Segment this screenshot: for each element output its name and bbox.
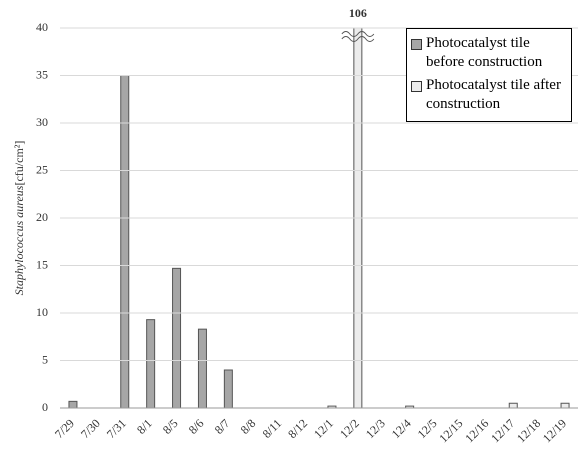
x-tick-label: 7/29 [52, 416, 77, 441]
bar [120, 75, 130, 409]
legend-item: Photocatalyst tile before construction [411, 34, 567, 72]
bar [68, 400, 78, 409]
y-tick-label: 30 [36, 115, 48, 129]
legend-label: Photocatalyst tile before construction [426, 35, 543, 70]
y-tick-label: 25 [36, 162, 48, 176]
x-tick-label: 12/5 [415, 416, 440, 441]
bar [172, 267, 182, 409]
x-tick-label: 12/4 [389, 416, 414, 441]
y-tick-label: 0 [42, 400, 48, 414]
x-tick-label: 8/11 [260, 416, 285, 441]
legend-swatch [411, 39, 422, 50]
y-tick-label: 15 [36, 257, 48, 271]
x-tick-label: 12/15 [436, 416, 465, 445]
legend-item: Photocatalyst tile after construction [411, 76, 567, 114]
bar [223, 369, 233, 409]
x-tick-label: 12/2 [337, 416, 362, 441]
y-tick-label: 35 [36, 67, 48, 81]
bar [353, 28, 363, 409]
x-tick-label: 7/31 [104, 416, 129, 441]
bar [197, 328, 207, 409]
bar [146, 319, 156, 409]
y-label-unit: [cfu/cm²] [12, 141, 26, 186]
x-tick-label: 8/7 [212, 416, 233, 437]
legend: Photocatalyst tile before construction Ph… [406, 28, 572, 122]
x-tick-label: 12/18 [514, 416, 543, 445]
x-tick-label: 8/6 [186, 416, 207, 437]
y-tick-label: 40 [36, 20, 48, 34]
x-tick-label: 12/17 [488, 416, 517, 445]
legend-label: Photocatalyst tile after construction [426, 77, 561, 112]
y-label-species: Staphylococcus aureus [12, 185, 26, 295]
value-label: 106 [349, 6, 367, 20]
x-tick-label: 8/5 [160, 416, 181, 437]
x-tick-label: 7/30 [78, 416, 103, 441]
x-tick-label: 12/16 [462, 416, 491, 445]
x-tick-label: 12/19 [540, 416, 569, 445]
y-tick-label: 10 [36, 305, 48, 319]
x-tick-label: 12/1 [311, 416, 336, 441]
x-tick-label: 8/12 [285, 416, 310, 441]
bar [508, 402, 518, 409]
axis-break [341, 31, 375, 42]
y-tick-label: 20 [36, 210, 48, 224]
x-tick-label: 12/3 [363, 416, 388, 441]
x-tick-label: 8/8 [238, 416, 259, 437]
bar [560, 402, 570, 409]
y-axis-title: Staphylococcus aureus[cfu/cm²] [12, 141, 26, 296]
x-tick-label: 8/1 [134, 416, 155, 437]
legend-swatch [411, 81, 422, 92]
y-tick-label: 5 [42, 352, 48, 366]
